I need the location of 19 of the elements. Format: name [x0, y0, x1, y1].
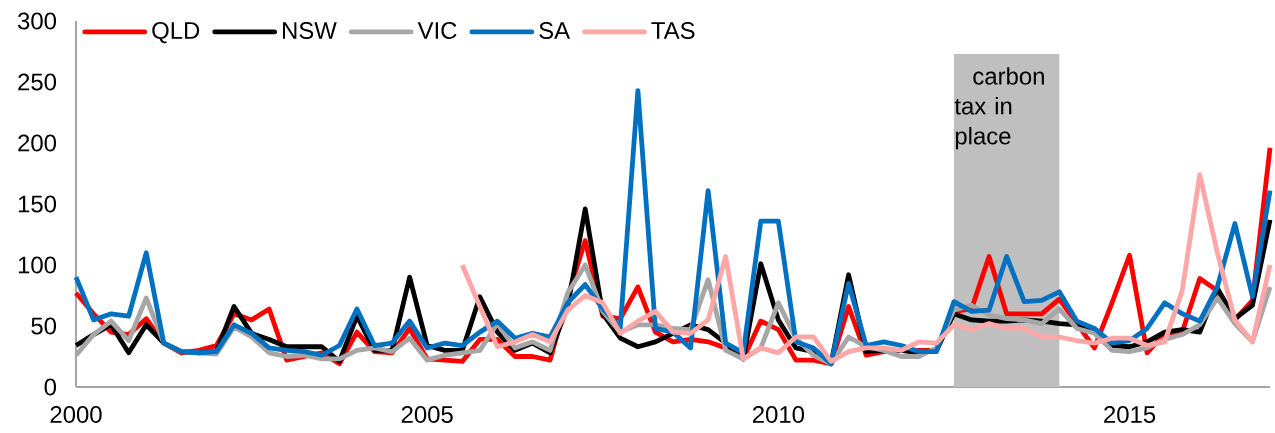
legend-label: VIC — [417, 22, 457, 39]
x-tick-label: 2015 — [1104, 406, 1156, 423]
y-tick-label: 100 — [18, 256, 57, 274]
legend-label: TAS — [651, 22, 695, 39]
legend-label: QLD — [152, 22, 200, 44]
y-tick-label: 300 — [17, 12, 57, 30]
line-series — [73, 88, 1273, 367]
x-tick-label: 2000 — [50, 406, 102, 423]
x-tick-label: 2010 — [752, 406, 805, 423]
y-tick-label: 150 — [18, 195, 57, 213]
line-series — [459, 172, 1273, 364]
y-tick-label: 200 — [18, 134, 57, 152]
x-tick-label: 2005 — [401, 406, 453, 423]
y-tick-label: 0 — [44, 378, 57, 396]
y-tick-label: 250 — [18, 73, 57, 91]
band-label: carbon tax in place — [954, 67, 1044, 150]
legend-label: SA — [539, 22, 571, 39]
legend-label: NSW — [283, 22, 337, 39]
y-tick-label: 50 — [31, 317, 57, 335]
